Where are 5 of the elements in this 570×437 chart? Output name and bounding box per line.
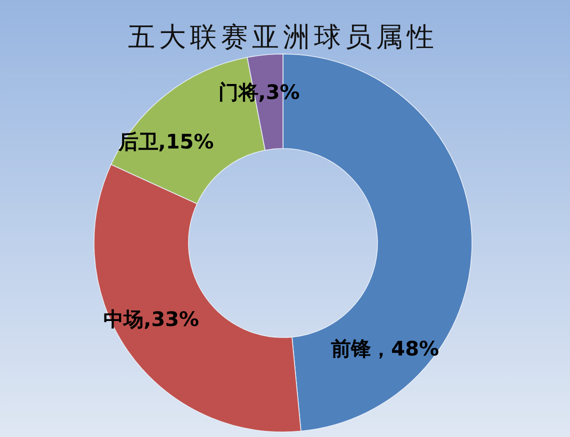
chart-title: 五大联赛亚洲球员属性 [128,22,438,52]
data-label: ，48% [371,336,440,361]
data-label: ,33% [144,307,200,331]
data-label: ,15% [158,129,214,154]
slice-label: 前锋 [330,336,372,361]
